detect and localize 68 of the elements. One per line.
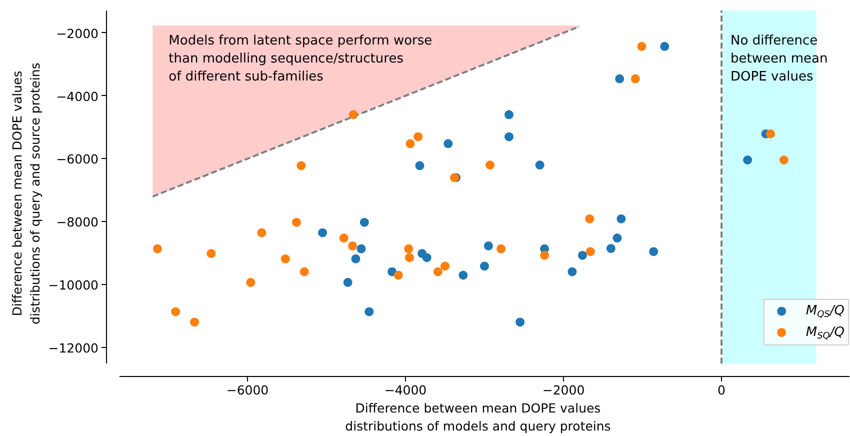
point [339, 234, 348, 243]
point [637, 42, 646, 51]
point [440, 262, 450, 271]
y-tick-label: −12000 [48, 340, 99, 356]
point [296, 161, 306, 170]
point [484, 241, 493, 250]
point [504, 132, 514, 142]
annotation: Models from latent space perform worse than modelling sequence/structures of different sub-families [168, 34, 432, 85]
y-tick-label: −4000 [56, 88, 99, 104]
point [406, 139, 415, 148]
point [630, 74, 640, 84]
point [364, 307, 374, 316]
point [458, 270, 468, 280]
point [348, 110, 358, 120]
point [404, 244, 414, 254]
point [616, 214, 626, 224]
y-tick-label: −10000 [48, 278, 99, 293]
x-axis-title: Difference between mean DOPE values distributions of models and query proteins [345, 400, 611, 434]
point [356, 244, 366, 254]
point [535, 160, 544, 170]
point [414, 132, 423, 142]
point [351, 254, 360, 264]
point [433, 267, 442, 276]
point [171, 307, 180, 316]
point [190, 318, 200, 327]
point [292, 218, 301, 227]
x-tick-label: −2000 [542, 382, 585, 398]
point [766, 129, 775, 138]
point [615, 74, 624, 84]
point [540, 250, 550, 260]
point [480, 262, 489, 271]
point [152, 244, 162, 254]
point [394, 270, 403, 280]
point [516, 318, 525, 327]
point [343, 278, 352, 287]
point [660, 42, 670, 51]
point [606, 244, 616, 253]
point [348, 241, 358, 250]
point [206, 248, 216, 258]
point [612, 234, 622, 243]
point [318, 228, 328, 238]
point [649, 247, 658, 256]
point [496, 244, 506, 254]
band-label: No difference between mean DOPE values [730, 34, 828, 84]
point [743, 156, 752, 164]
point [360, 218, 369, 227]
point [585, 214, 594, 224]
point [257, 228, 266, 238]
point [486, 160, 495, 170]
y-axis-title: Difference between mean DOPE values distributions of query and source proteins [9, 62, 42, 324]
point [415, 161, 424, 170]
point [404, 253, 414, 262]
point [280, 254, 290, 264]
point [444, 139, 453, 148]
x-tick-label: −4000 [384, 382, 427, 398]
y-tick-label: −6000 [56, 152, 99, 167]
y-tick-label: −8000 [56, 214, 99, 230]
point [586, 247, 595, 256]
x-tick-label: 0 [718, 382, 726, 398]
y-tick-label: −2000 [56, 26, 99, 41]
point [246, 278, 256, 287]
point [300, 267, 309, 276]
point [568, 267, 577, 276]
point [422, 253, 432, 262]
point [504, 110, 514, 120]
x-tick-label: −6000 [226, 382, 269, 398]
point [578, 250, 587, 260]
point [779, 156, 788, 164]
